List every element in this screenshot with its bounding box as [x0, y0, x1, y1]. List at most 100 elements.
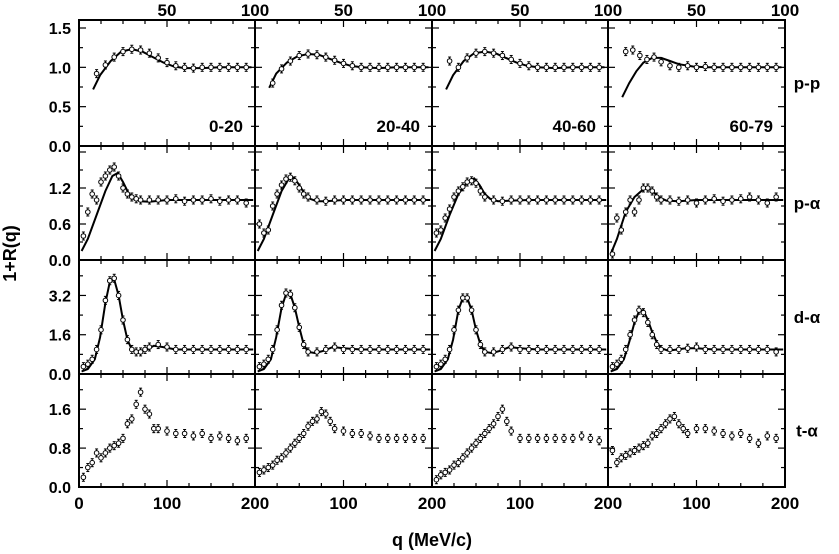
- data-point: [376, 197, 382, 203]
- x-tick-label-bottom: 0: [74, 494, 83, 513]
- data-point: [199, 64, 205, 71]
- data-point: [278, 182, 285, 188]
- data-point: [455, 307, 462, 313]
- y-tick-label: 3.2: [49, 288, 71, 305]
- data-point: [631, 317, 638, 323]
- data-point: [115, 292, 122, 299]
- data-point: [711, 196, 718, 202]
- data-point: [442, 215, 449, 221]
- panel-frame: [78, 259, 256, 375]
- y-tick-label: 0.8: [49, 441, 71, 458]
- x-axis-title: q (MeV/c): [392, 530, 472, 550]
- data-point: [676, 346, 682, 353]
- data-point: [517, 197, 523, 203]
- data-point: [671, 413, 678, 420]
- row-label: p-α: [794, 194, 821, 213]
- x-tick-label-bottom: 100: [329, 494, 357, 513]
- data-point: [133, 401, 139, 408]
- centrality-label: 40-60: [553, 117, 596, 136]
- data-point: [217, 64, 223, 71]
- data-point: [173, 346, 179, 353]
- data-point: [173, 430, 179, 437]
- data-point: [720, 346, 726, 353]
- data-point: [124, 420, 131, 427]
- data-point: [269, 462, 276, 468]
- x-tick-label-bottom: 200: [418, 494, 446, 513]
- x-tick-label-bottom: 200: [241, 494, 269, 513]
- data-point: [199, 197, 205, 203]
- data-point: [477, 435, 484, 442]
- data-point: [755, 64, 762, 71]
- data-point: [155, 425, 161, 432]
- y-tick-label: 0.0: [49, 367, 71, 384]
- data-point: [376, 435, 382, 442]
- data-point: [358, 430, 365, 437]
- data-point: [455, 459, 462, 466]
- data-point: [490, 349, 497, 355]
- data-point: [640, 185, 647, 191]
- data-point: [637, 52, 643, 59]
- data-point: [693, 64, 700, 71]
- data-point: [133, 196, 139, 202]
- data-point: [327, 418, 334, 425]
- data-point: [234, 346, 241, 353]
- data-point: [667, 416, 673, 422]
- data-point: [287, 291, 294, 298]
- data-point: [243, 346, 249, 353]
- data-point: [433, 230, 440, 236]
- data-point: [676, 420, 682, 427]
- data-point: [393, 346, 400, 353]
- data-point: [433, 363, 440, 370]
- data-point: [98, 179, 104, 185]
- panel-frame: [431, 259, 609, 375]
- y-tick-label: 1.6: [49, 402, 71, 419]
- data-point: [667, 197, 673, 203]
- data-point: [261, 230, 267, 236]
- data-point: [234, 437, 241, 444]
- data-point: [504, 418, 510, 425]
- data-point: [85, 209, 91, 215]
- data-point: [393, 64, 400, 71]
- data-point: [596, 64, 603, 71]
- data-point: [181, 430, 188, 437]
- data-point: [468, 445, 475, 451]
- data-point: [323, 54, 329, 60]
- data-point: [107, 167, 113, 173]
- data-point: [349, 197, 356, 203]
- data-point: [614, 361, 620, 367]
- data-point: [468, 307, 475, 313]
- data-point: [243, 435, 249, 442]
- data-point: [323, 198, 329, 204]
- data-point: [411, 64, 418, 71]
- data-point: [486, 425, 493, 432]
- y-tick-label: 0.0: [49, 480, 71, 497]
- data-point: [102, 62, 109, 68]
- data-point: [411, 346, 418, 353]
- data-point: [552, 64, 559, 71]
- data-point: [305, 349, 311, 355]
- data-point: [420, 346, 426, 353]
- data-point: [645, 440, 651, 447]
- data-point: [124, 336, 131, 343]
- data-point: [764, 433, 771, 439]
- data-point: [190, 65, 197, 71]
- data-point: [490, 50, 497, 56]
- data-point: [102, 297, 109, 304]
- data-point: [526, 346, 532, 353]
- data-point: [367, 64, 373, 71]
- data-point: [636, 445, 642, 451]
- data-point: [508, 197, 515, 203]
- data-point: [596, 346, 603, 353]
- data-point: [278, 302, 285, 309]
- y-tick-label: 1.2: [49, 181, 71, 198]
- data-point: [464, 55, 471, 61]
- data-point: [482, 194, 488, 200]
- panel-frame: [254, 259, 433, 375]
- data-point: [129, 346, 135, 353]
- data-point: [442, 356, 449, 363]
- x-tick-label-bottom: 200: [771, 494, 799, 513]
- data-point: [653, 430, 660, 437]
- data-point: [737, 346, 744, 353]
- data-point: [283, 176, 289, 182]
- data-point: [164, 59, 170, 66]
